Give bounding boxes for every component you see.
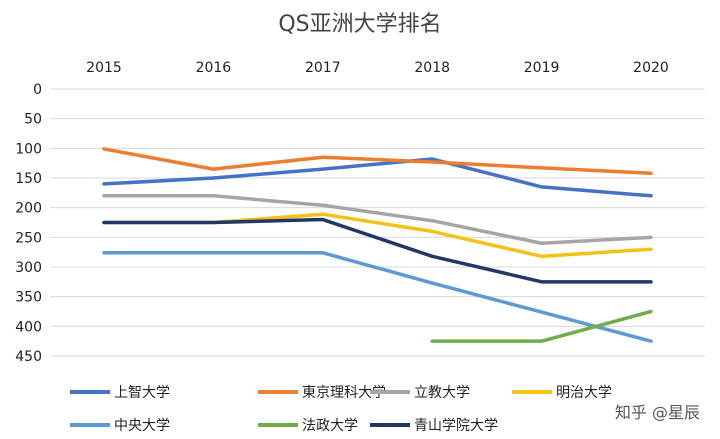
y-tick-label: 400 (15, 319, 42, 335)
x-tick-label: 2018 (414, 60, 450, 76)
series-line-立教大学 (102, 194, 653, 246)
series-line-上智大学 (102, 157, 653, 198)
y-tick-label: 200 (15, 201, 42, 217)
legend-label: 明治大学 (556, 385, 612, 401)
y-tick-label: 450 (15, 349, 42, 365)
series-line-中央大学 (102, 251, 653, 343)
legend-label: 青山学院大学 (414, 418, 498, 434)
x-tick-label: 2019 (524, 60, 560, 76)
legend-label: 上智大学 (114, 385, 170, 401)
y-tick-label: 0 (33, 82, 42, 98)
y-tick-label: 300 (15, 260, 42, 276)
x-tick-label: 2015 (86, 60, 122, 76)
y-tick-label: 150 (15, 171, 42, 187)
watermark: 知乎 @星辰 (615, 403, 700, 422)
series-line-法政大学 (430, 309, 653, 343)
series-line-明治大学 (102, 212, 653, 259)
legend-label: 中央大学 (114, 418, 170, 434)
x-tick-label: 2016 (196, 60, 232, 76)
legend-label: 立教大学 (414, 385, 470, 401)
x-tick-label: 2020 (633, 60, 669, 76)
series-line-青山学院大学 (102, 217, 653, 284)
y-tick-label: 250 (15, 230, 42, 246)
y-tick-label: 350 (15, 290, 42, 306)
series-line-東京理科大学 (102, 147, 653, 176)
y-tick-label: 50 (24, 112, 42, 128)
x-tick-label: 2017 (305, 60, 341, 76)
chart-title: QS亚洲大学排名 (278, 12, 441, 37)
legend-label: 東京理科大学 (302, 385, 386, 401)
y-tick-label: 100 (15, 141, 42, 157)
legend-label: 法政大学 (302, 418, 358, 434)
